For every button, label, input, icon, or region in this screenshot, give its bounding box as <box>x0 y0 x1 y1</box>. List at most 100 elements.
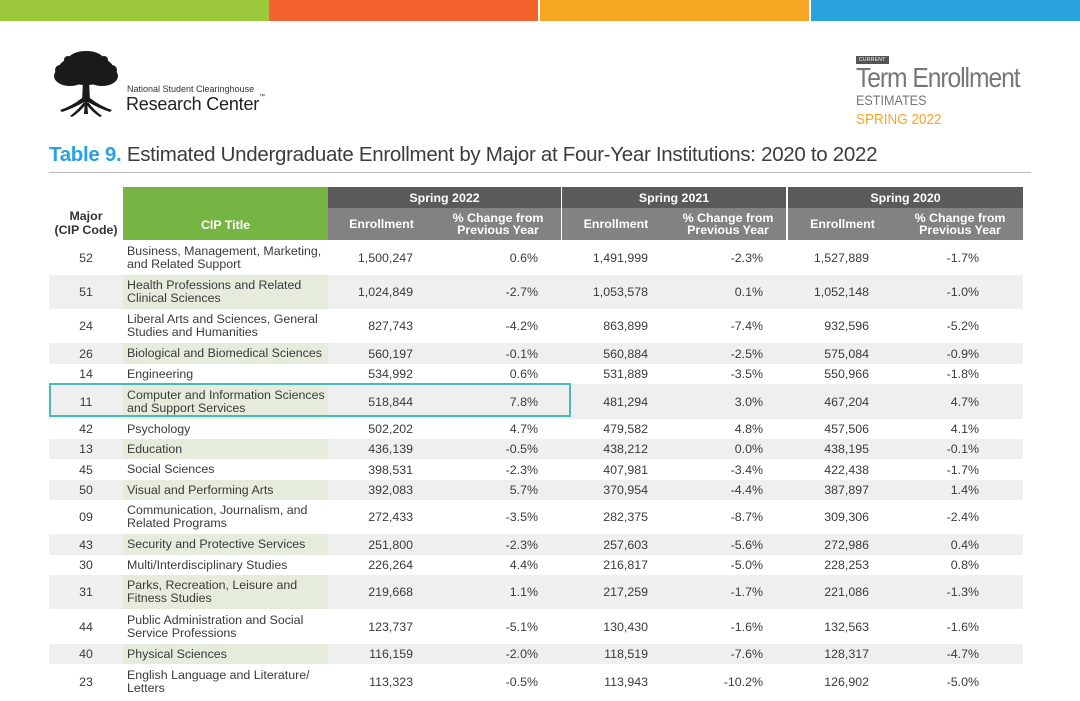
tree-icon <box>54 51 118 117</box>
cell-p21: -3.4% <box>730 462 763 477</box>
logo-line2: Research Center™ <box>126 94 265 114</box>
cell-code: 09 <box>79 510 93 524</box>
title-rule <box>49 172 1031 173</box>
cell-code: 14 <box>79 367 93 381</box>
cell-e21: 407,981 <box>603 462 648 477</box>
cell-title: Social Sciences <box>127 462 215 476</box>
cell-e21: 1,053,578 <box>562 275 670 309</box>
cell-e20: 550,966 <box>824 367 869 381</box>
cell-p21: 0.1% <box>670 275 787 309</box>
cell-p22: -3.5% <box>505 510 538 524</box>
cell-e22: 272,433 <box>368 510 413 524</box>
cell-e20: 272,986 <box>787 534 897 555</box>
cell-p21: -5.0% <box>730 558 763 572</box>
cell-title: Business, Management, Marketing, and Rel… <box>127 243 322 271</box>
cell-code: 26 <box>49 343 123 364</box>
header-spring-2020: Spring 2020 <box>788 187 1023 208</box>
highlight-box <box>49 383 571 417</box>
cell-p21: -2.5% <box>670 343 787 364</box>
cell-title: Public Administration and Social Service… <box>127 612 304 640</box>
cell-title: Health Professions and Related Clinical … <box>123 275 328 309</box>
cell-e20: 221,086 <box>787 575 897 609</box>
cell-p21: -7.6% <box>670 644 787 664</box>
cell-p21: -1.6% <box>730 619 763 634</box>
cell-code: 40 <box>49 644 123 664</box>
cell-code: 42 <box>79 422 93 436</box>
cell-e21: 863,899 <box>603 319 648 333</box>
cell-title: Visual and Performing Arts <box>123 480 328 500</box>
cell-p20: -1.3% <box>897 575 1023 609</box>
cell-e20: 1,052,148 <box>787 275 897 309</box>
table-row: 11 Computer and Information Sciences and … <box>49 384 1023 419</box>
cell-p21: 3.0% <box>670 384 787 419</box>
cell-p22: 4.7% <box>509 422 538 436</box>
cell-e20: 228,253 <box>824 558 869 572</box>
cell-e20: 467,204 <box>787 384 897 419</box>
header-change: % Change from Previous Year <box>670 208 786 240</box>
table-row: 44 Public Administration and Social Servi… <box>49 609 1023 644</box>
band-yellow <box>538 0 809 21</box>
cell-p22: -2.7% <box>435 275 562 309</box>
cell-p20: -1.7% <box>946 250 979 265</box>
cell-e21: 216,817 <box>603 558 648 572</box>
cell-p21: -5.6% <box>670 534 787 555</box>
cell-p22: -5.1% <box>505 619 538 634</box>
cell-e22: 116,159 <box>328 644 435 664</box>
cell-title: Psychology <box>127 421 191 436</box>
cell-title: Engineering <box>127 366 194 381</box>
cell-p22: -2.3% <box>435 534 562 555</box>
header-cip-title: CIP Title <box>123 187 328 240</box>
table-title: Table 9. Estimated Undergraduate Enrollm… <box>49 143 877 167</box>
cell-e21: 560,884 <box>562 343 670 364</box>
band-blue <box>809 0 1080 21</box>
enrollment-table: Major (CIP Code) CIP Title Spring 2022 Sp… <box>49 187 1023 699</box>
cell-p21: 4.8% <box>734 422 763 436</box>
table-row: 40 Physical Sciences 116,159 -2.0% 118,519 -7… <box>49 644 1023 664</box>
table-row: 50 Visual and Performing Arts 392,083 5.7% 3… <box>49 480 1023 500</box>
cell-p22: -0.1% <box>435 343 562 364</box>
badge-title: Term Enrollment <box>856 62 1021 93</box>
cell-p20: -4.7% <box>897 644 1023 664</box>
cell-e22: 251,800 <box>328 534 435 555</box>
cell-p21: -4.4% <box>670 480 787 500</box>
table-row: 52 Business, Management, Marketing, and R… <box>49 240 1023 275</box>
table-row: 31 Parks, Recreation, Leisure and Fitness… <box>49 575 1023 609</box>
table-row: 24 Liberal Arts and Sciences, General Stu… <box>49 309 1023 343</box>
cell-e21: 217,259 <box>562 575 670 609</box>
cell-title: Physical Sciences <box>123 644 328 664</box>
cell-p21: -10.2% <box>723 674 763 689</box>
band-green <box>0 0 269 21</box>
cell-title: Communication, Journalism, and Related P… <box>127 503 308 530</box>
cell-p22: -2.0% <box>435 644 562 664</box>
cell-e20: 457,506 <box>824 422 869 436</box>
table-row: 14 Engineering 534,992 0.6% 531,889 -3.5% 550,… <box>49 364 1023 384</box>
cell-p20: 0.8% <box>950 558 979 572</box>
cell-p20: -2.4% <box>946 510 979 524</box>
cell-code: 31 <box>49 575 123 609</box>
header-enrollment: Enrollment <box>788 208 897 240</box>
header-change: % Change from Previous Year <box>897 208 1023 240</box>
cell-title: Multi/Interdisciplinary Studies <box>127 557 288 572</box>
cell-p21: -1.7% <box>670 575 787 609</box>
cell-e22: 398,531 <box>368 462 413 477</box>
cell-title: English Language and Literature/ Letters <box>127 667 310 695</box>
cell-p21: -2.3% <box>730 250 763 265</box>
cell-title: Liberal Arts and Sciences, General Studi… <box>127 312 318 339</box>
cell-code: 30 <box>79 558 93 572</box>
band-orange <box>269 0 538 21</box>
cell-e21: 113,943 <box>604 674 648 689</box>
cell-e20: 128,317 <box>787 644 897 664</box>
cell-e20: 309,306 <box>824 510 869 524</box>
cell-e20: 932,596 <box>824 319 869 333</box>
cell-code: 45 <box>79 462 93 477</box>
cell-p22: -0.5% <box>435 439 562 459</box>
cell-p20: -1.0% <box>897 275 1023 309</box>
cell-p21: 0.0% <box>670 439 787 459</box>
cell-p20: -0.1% <box>897 439 1023 459</box>
cell-p22: -4.2% <box>505 319 538 333</box>
cell-title: Parks, Recreation, Leisure and Fitness S… <box>123 575 328 609</box>
cell-e20: 387,897 <box>787 480 897 500</box>
cell-p22: 0.6% <box>509 367 538 381</box>
table-row: 23 English Language and Literature/ Lette… <box>49 664 1023 699</box>
cell-code: 43 <box>49 534 123 555</box>
